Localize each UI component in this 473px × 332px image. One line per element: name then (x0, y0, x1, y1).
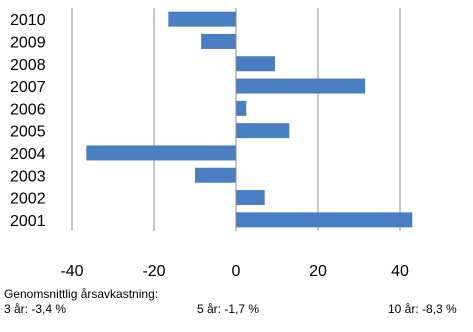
bar-chart: 2010 2009 2008 2007 2006 2005 2004 2003 2002 2001… (10, 8, 413, 280)
bar-2009 (201, 33, 236, 49)
x-tick-label-2: 0 (232, 263, 241, 280)
category-label-2006: 2006 (10, 101, 46, 118)
average-returns-row: 3 år: -3,4 % 5 år: -1,7 % 10 år: -8,3 % (4, 302, 470, 317)
bar-2008 (236, 56, 275, 72)
bar-2007 (236, 78, 366, 94)
bar-2004 (86, 145, 236, 161)
bar-2010 (168, 11, 236, 27)
category-label-2002: 2002 (10, 191, 46, 208)
bar-2006 (236, 100, 247, 116)
bar-2005 (236, 123, 290, 139)
average-returns-title: Genomsnittlig årsavkastning: (4, 287, 159, 301)
x-tick-label-1: -20 (142, 263, 165, 280)
bars (86, 11, 413, 228)
average-5-years: 5 år: -1,7 % (197, 302, 260, 316)
category-label-2001: 2001 (10, 213, 46, 230)
category-label-2008: 2008 (10, 57, 46, 74)
x-tick-labels: -40 -20 0 20 40 (60, 263, 409, 280)
category-labels: 2010 2009 2008 2007 2006 2005 2004 2003 2002 2001 (10, 12, 46, 230)
bar-2003 (195, 167, 236, 183)
bar-2001 (236, 212, 413, 228)
category-label-2007: 2007 (10, 79, 46, 96)
gridlines (71, 8, 401, 231)
average-returns: Genomsnittlig årsavkastning: 3 år: -3,4 … (4, 287, 470, 317)
category-label-2004: 2004 (10, 146, 46, 163)
category-label-2010: 2010 (10, 12, 46, 29)
x-tick-label-3: 20 (309, 263, 327, 280)
x-tick-label-4: 40 (391, 263, 409, 280)
bar-2002 (236, 190, 265, 206)
x-tick-label-0: -40 (60, 263, 83, 280)
average-3-years: 3 år: -3,4 % (4, 302, 67, 316)
average-10-years: 10 år: -8,3 % (388, 302, 457, 316)
category-label-2003: 2003 (10, 168, 46, 185)
category-label-2005: 2005 (10, 124, 46, 141)
category-label-2009: 2009 (10, 34, 46, 51)
